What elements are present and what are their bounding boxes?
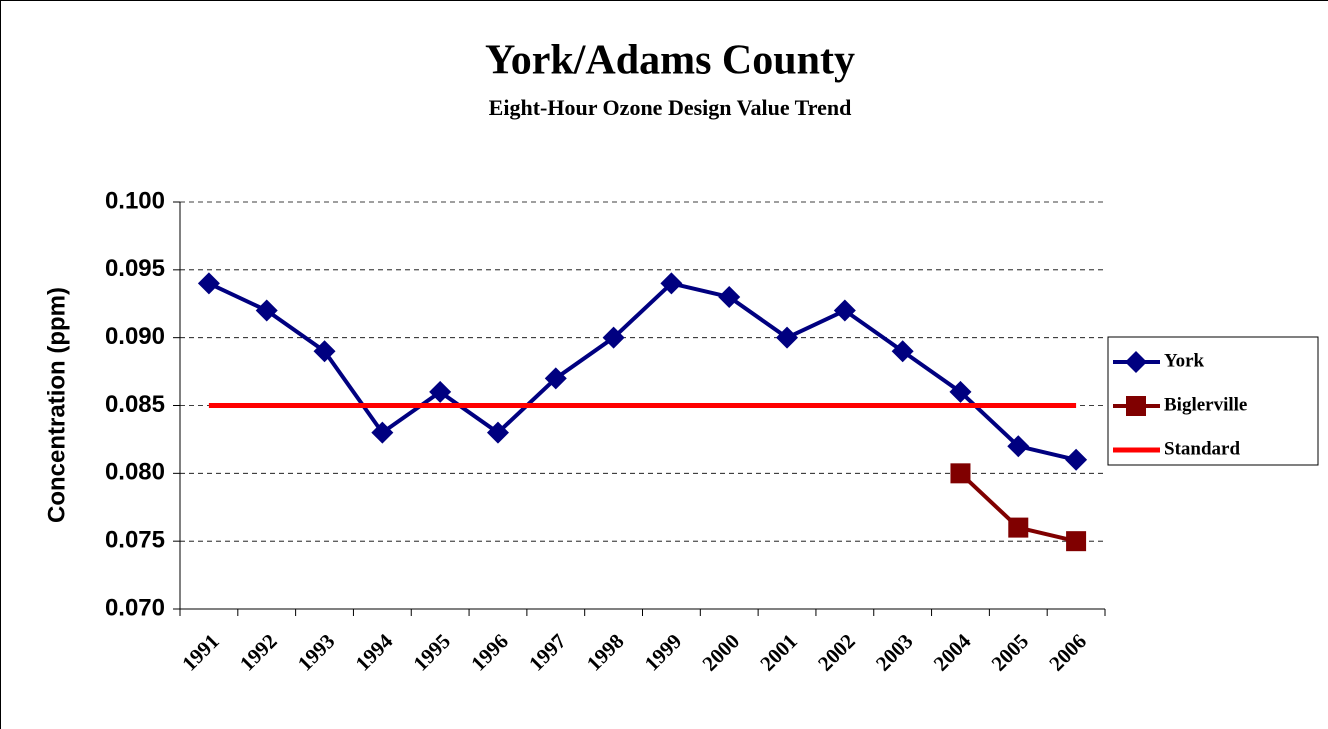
marker: [313, 340, 336, 363]
marker: [833, 299, 856, 322]
marker: [1065, 448, 1088, 471]
y-tick-label: 0.075: [105, 527, 165, 554]
y-tick-label: 0.070: [105, 594, 165, 621]
marker: [544, 367, 567, 390]
marker: [1125, 351, 1147, 373]
marker: [1126, 396, 1146, 416]
marker: [776, 326, 799, 349]
marker: [255, 299, 278, 322]
marker: [660, 272, 683, 295]
y-tick-label: 0.085: [105, 391, 165, 418]
y-tick-label: 0.090: [105, 323, 165, 350]
y-tick-label: 0.095: [105, 255, 165, 282]
marker: [1008, 517, 1029, 538]
y-tick-label: 0.080: [105, 459, 165, 486]
chart-subtitle: Eight-Hour Ozone Design Value Trend: [489, 95, 852, 120]
marker: [718, 285, 741, 308]
series-line: [208, 281, 1077, 462]
marker: [197, 272, 220, 295]
marker: [371, 421, 394, 444]
marker: [1007, 435, 1030, 458]
marker: [950, 463, 971, 484]
marker: [486, 421, 509, 444]
y-tick-label: 0.100: [105, 187, 165, 214]
marker: [1066, 531, 1087, 552]
chart-title: York/Adams County: [485, 38, 855, 84]
legend-label: York: [1164, 350, 1205, 371]
marker: [429, 380, 452, 403]
marker: [949, 380, 972, 403]
marker: [602, 326, 625, 349]
y-axis-label: Concentration (ppm): [43, 287, 70, 523]
legend-label: Standard: [1164, 438, 1240, 459]
legend-label: Biglerville: [1164, 394, 1247, 415]
marker: [891, 340, 914, 363]
